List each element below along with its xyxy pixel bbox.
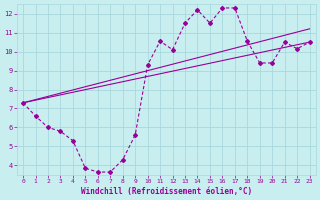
X-axis label: Windchill (Refroidissement éolien,°C): Windchill (Refroidissement éolien,°C) bbox=[81, 187, 252, 196]
